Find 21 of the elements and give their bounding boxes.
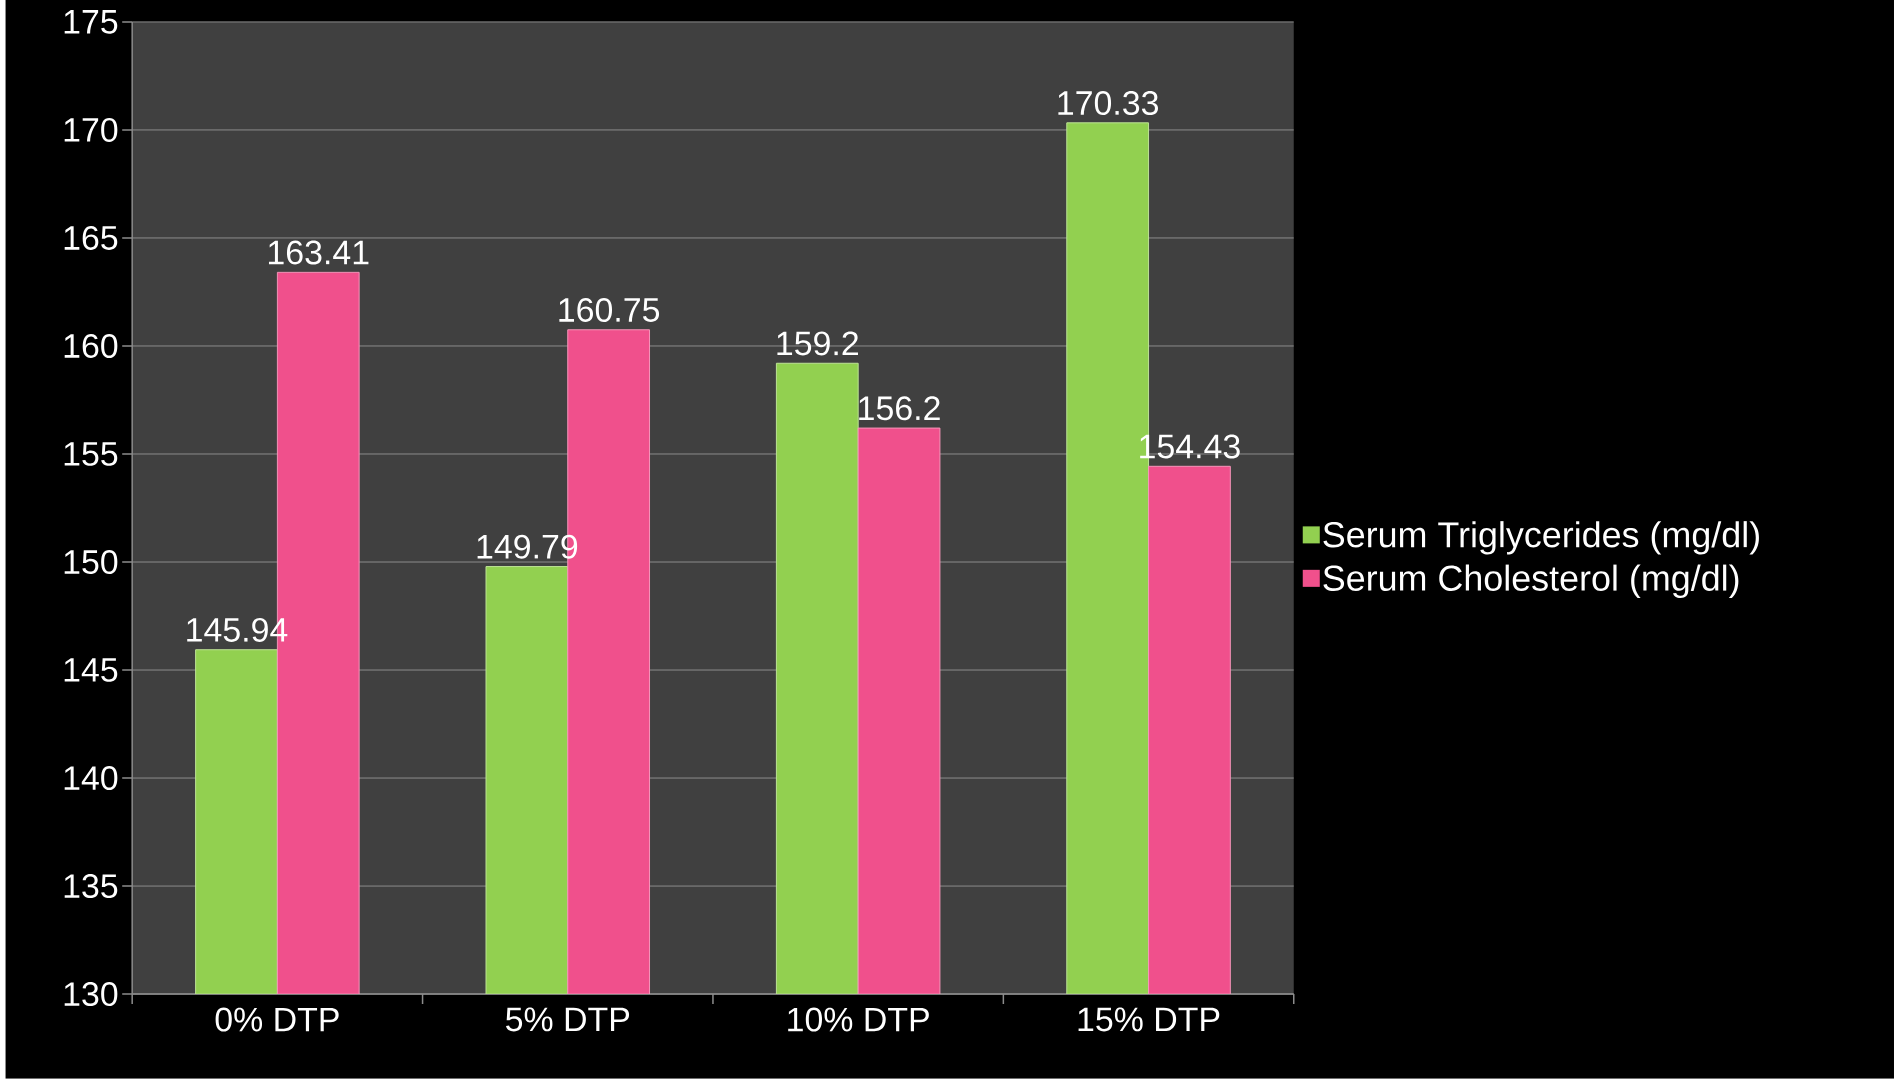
- y-tick-label: 175: [64, 10, 118, 34]
- x-tick-label: 0% DTP: [215, 1007, 339, 1032]
- legend-label: Serum Triglycerides (mg/dl): [1323, 521, 1759, 555]
- data-label: 159.2: [777, 331, 858, 356]
- data-label: 170.33: [1058, 91, 1158, 116]
- x-tick-label: 10% DTP: [788, 1007, 929, 1032]
- y-tick-label: 130: [64, 982, 118, 1007]
- legend-label: Serum Cholesterol (mg/dl): [1323, 564, 1739, 599]
- data-label: 163.41: [268, 240, 369, 265]
- data-label: 156.2: [859, 396, 940, 421]
- y-tick-label: 160: [64, 334, 118, 359]
- y-tick-label: 145: [64, 658, 118, 682]
- y-tick-label: 165: [64, 226, 118, 251]
- y-tick-label: 140: [64, 766, 118, 791]
- data-label: 160.75: [559, 298, 660, 323]
- y-tick-label: 135: [64, 874, 118, 899]
- x-tick-label: 15% DTP: [1078, 1007, 1220, 1032]
- x-tick-label: 5% DTP: [506, 1007, 630, 1032]
- y-tick-label: 150: [64, 550, 118, 575]
- y-tick-label: 155: [64, 442, 118, 466]
- y-tick-label: 170: [64, 118, 118, 143]
